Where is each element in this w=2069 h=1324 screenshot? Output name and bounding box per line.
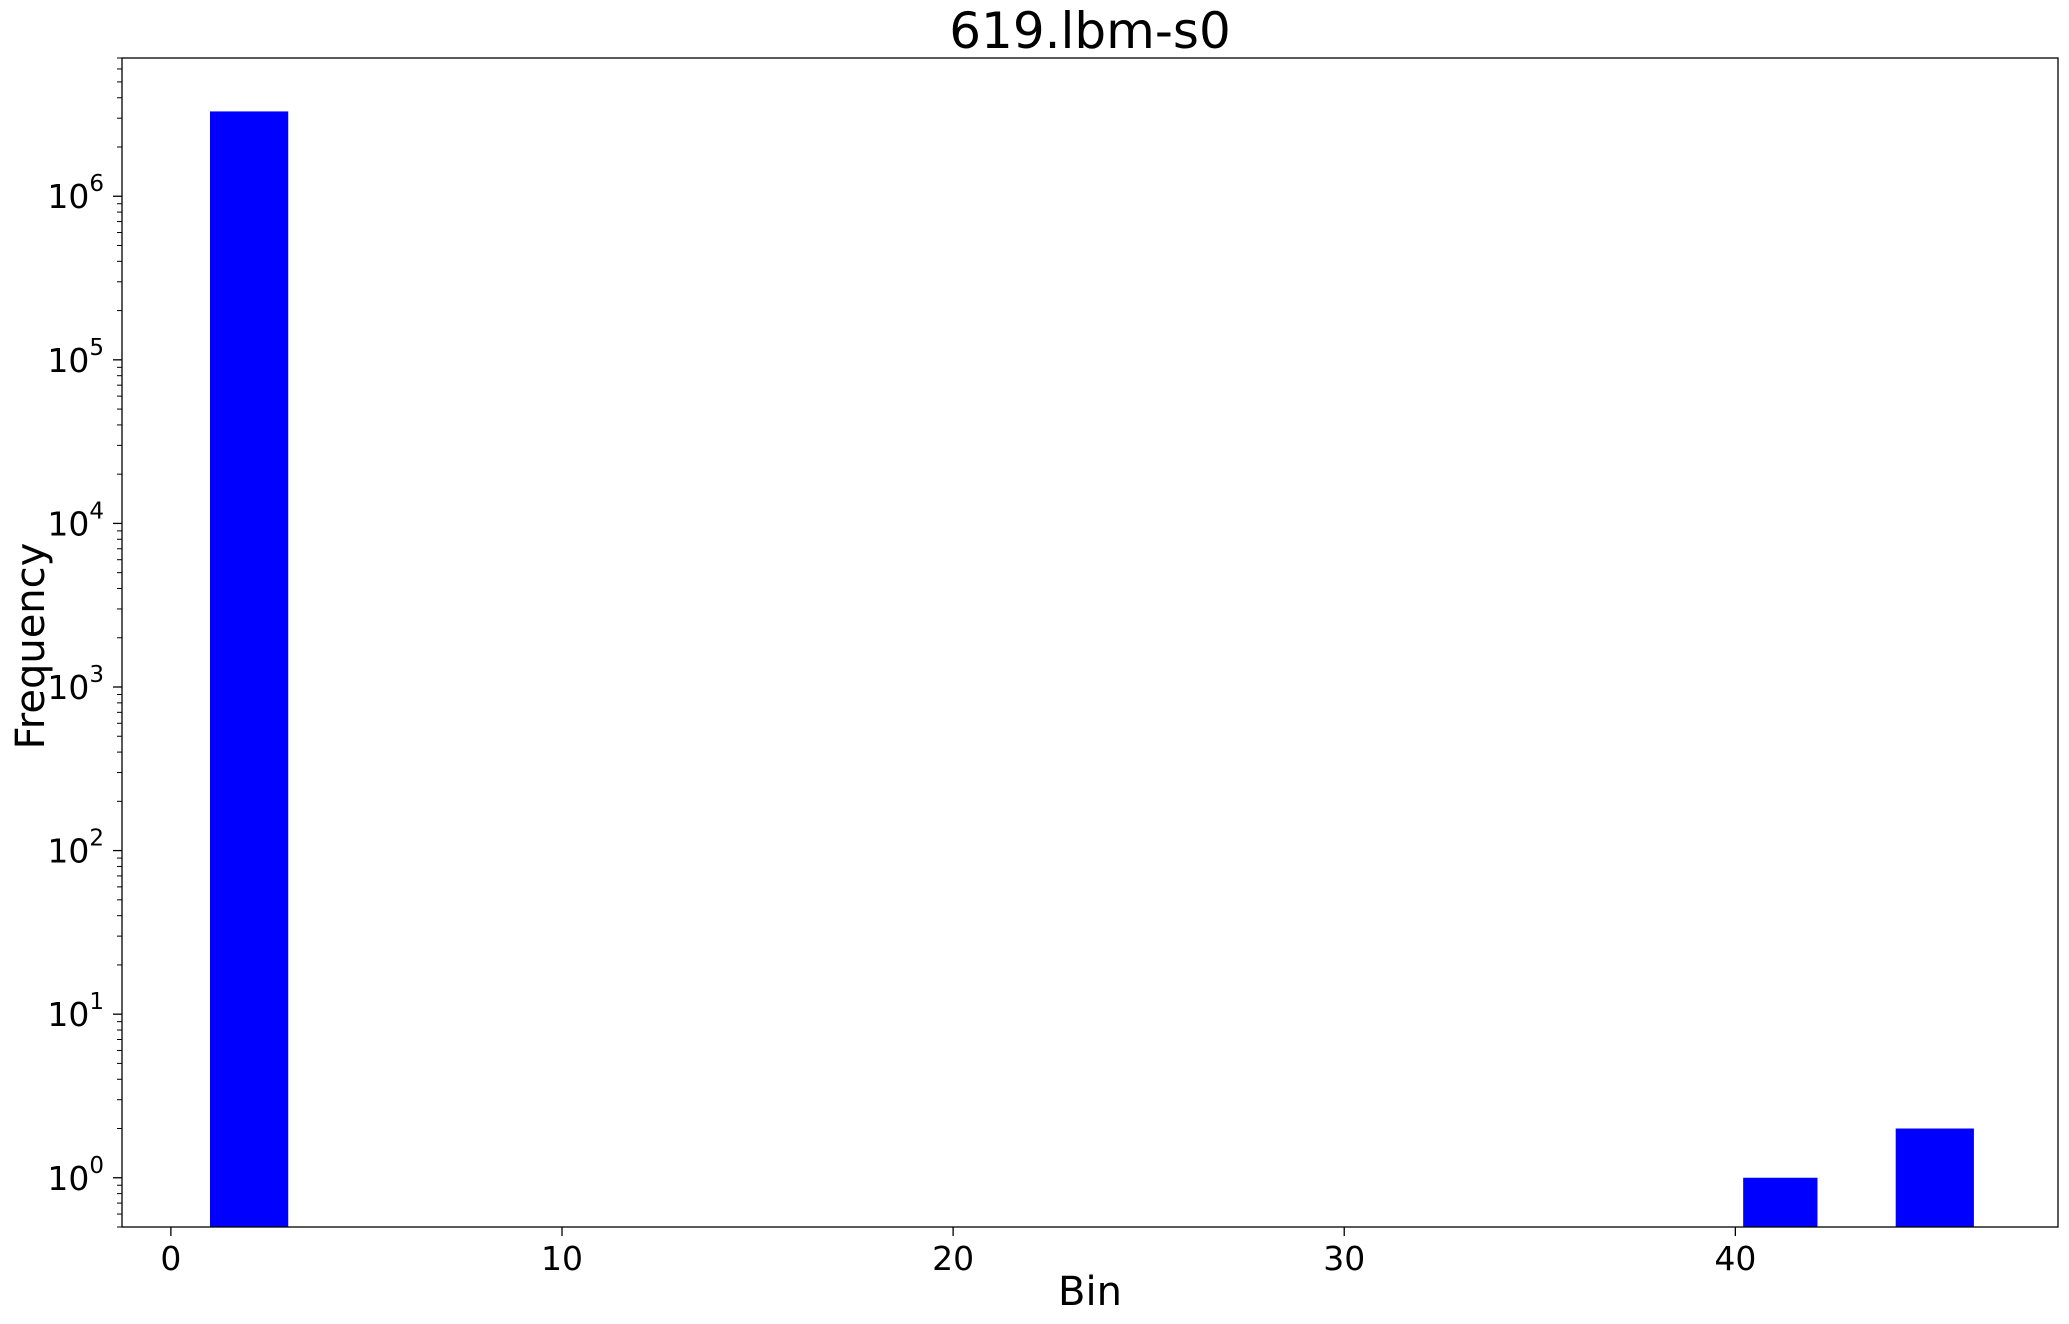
x-tick-label: 30 bbox=[1323, 1239, 1365, 1278]
y-tick-label: 103 bbox=[47, 662, 104, 707]
histogram-bar-2 bbox=[1895, 1128, 1974, 1227]
x-tick-label: 10 bbox=[541, 1239, 583, 1278]
x-tick-label: 0 bbox=[160, 1239, 181, 1278]
histogram-bar-0 bbox=[210, 111, 289, 1227]
x-tick-label: 20 bbox=[932, 1239, 974, 1278]
y-tick-label: 106 bbox=[47, 171, 104, 216]
y-tick-label: 102 bbox=[47, 826, 104, 871]
plot-area-frame bbox=[121, 57, 2059, 1228]
y-axis-ticks: 100 101 102 103 104 105 106 bbox=[47, 57, 122, 1228]
y-tick-label: 105 bbox=[47, 335, 104, 380]
y-tick-label: 100 bbox=[47, 1153, 104, 1198]
x-tick-label: 40 bbox=[1714, 1239, 1756, 1278]
y-tick-label: 101 bbox=[47, 989, 104, 1034]
x-axis-ticks: 0 10 20 30 40 bbox=[160, 1227, 1756, 1278]
x-axis-label: Bin bbox=[1058, 1269, 1122, 1315]
histogram-bar-1 bbox=[1743, 1177, 1818, 1227]
y-tick-label: 104 bbox=[47, 498, 104, 543]
y-axis-label: Frequency bbox=[8, 543, 54, 750]
chart-title: 619.lbm-s0 bbox=[949, 2, 1231, 60]
bars-layer bbox=[210, 111, 1974, 1227]
